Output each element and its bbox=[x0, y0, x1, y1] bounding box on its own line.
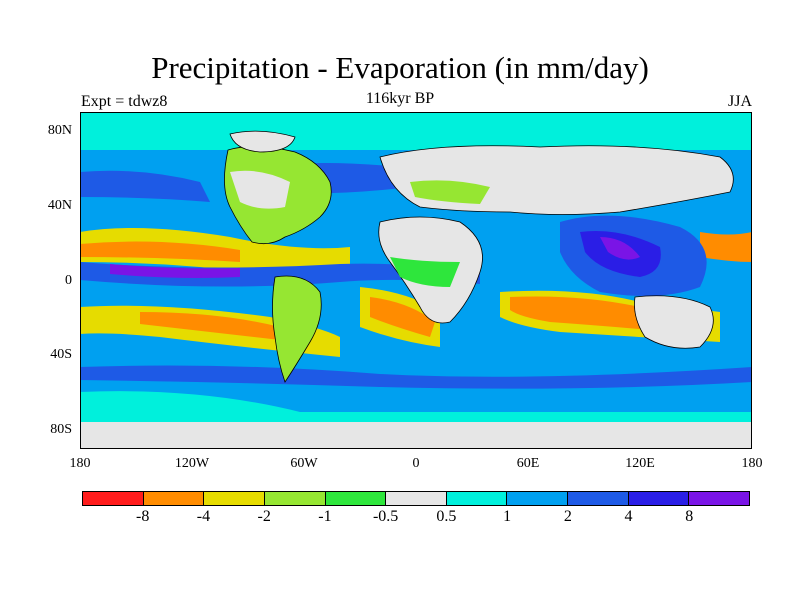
southern-ocean-band bbox=[80, 391, 752, 422]
colorbar-swatch bbox=[628, 492, 690, 505]
greenland bbox=[229, 130, 296, 153]
experiment-label: Expt = tdwz8 bbox=[81, 93, 168, 110]
colorbar-swatch bbox=[325, 492, 387, 505]
colorbar-swatch bbox=[568, 492, 629, 505]
map-panel: 80N 40N 0 40S 80S bbox=[48, 112, 752, 449]
season-label: JJA bbox=[727, 93, 752, 110]
lon-tick-120e: 120E bbox=[625, 456, 655, 471]
south-pacific-dry-core bbox=[140, 312, 280, 340]
lat-tick-80s: 80S bbox=[50, 422, 72, 437]
europe-wet bbox=[410, 180, 490, 204]
colorbar-swatch bbox=[264, 492, 326, 505]
lat-tick-0: 0 bbox=[65, 273, 72, 288]
lat-tick-40n: 40N bbox=[47, 198, 72, 213]
map-frame bbox=[80, 112, 752, 449]
colorbar-swatch bbox=[143, 492, 205, 505]
pacific-storm-track bbox=[80, 170, 210, 202]
colorbar-label: 2 bbox=[563, 508, 572, 525]
page-title: Precipitation - Evaporation (in mm/day) bbox=[151, 50, 649, 85]
colorbar-label: 8 bbox=[685, 508, 694, 525]
colorbar-label: 4 bbox=[624, 508, 633, 525]
map-canvas bbox=[80, 112, 752, 449]
colorbar-swatch bbox=[689, 492, 750, 505]
colorbar-label: -1 bbox=[318, 508, 332, 525]
africa-sahel bbox=[390, 257, 460, 287]
colorbar-label: 0.5 bbox=[436, 508, 457, 525]
south-atlantic-dry-core bbox=[370, 297, 435, 337]
lon-tick-0: 0 bbox=[412, 456, 420, 471]
lon-tick-180e: 180 bbox=[741, 456, 763, 471]
colorbar-swatch bbox=[83, 492, 144, 505]
arctic-band bbox=[80, 112, 752, 150]
lon-tick-60w: 60W bbox=[290, 456, 318, 471]
north-america-dry bbox=[230, 170, 290, 209]
time-label: 116kyr BP bbox=[365, 90, 435, 107]
lat-tick-80n: 80N bbox=[47, 123, 72, 138]
lon-tick-120w: 120W bbox=[174, 456, 210, 471]
colorbar-label: -2 bbox=[257, 508, 271, 525]
southern-storm-track bbox=[80, 365, 752, 389]
monsoon-peak bbox=[600, 237, 640, 260]
west-pacific-dry-core bbox=[700, 232, 752, 262]
colorbar-swatch bbox=[446, 492, 508, 505]
colorbar-swatch bbox=[507, 492, 569, 505]
colorbar-label: -4 bbox=[196, 508, 211, 525]
lon-tick-180w: 180 bbox=[69, 456, 91, 471]
colorbar-swatch bbox=[204, 492, 265, 505]
north-pacific-dry-core bbox=[80, 241, 240, 262]
lon-tick-60e: 60E bbox=[516, 456, 540, 471]
australia bbox=[634, 295, 714, 349]
colorbar-swatch bbox=[386, 492, 447, 505]
itcz-core bbox=[110, 264, 240, 278]
lat-tick-40s: 40S bbox=[50, 347, 72, 362]
colorbar-label: -8 bbox=[136, 508, 150, 525]
colorbar bbox=[82, 491, 750, 506]
colorbar-label: 1 bbox=[503, 508, 512, 525]
south-america bbox=[272, 275, 322, 383]
colorbar-label: -0.5 bbox=[372, 508, 399, 525]
